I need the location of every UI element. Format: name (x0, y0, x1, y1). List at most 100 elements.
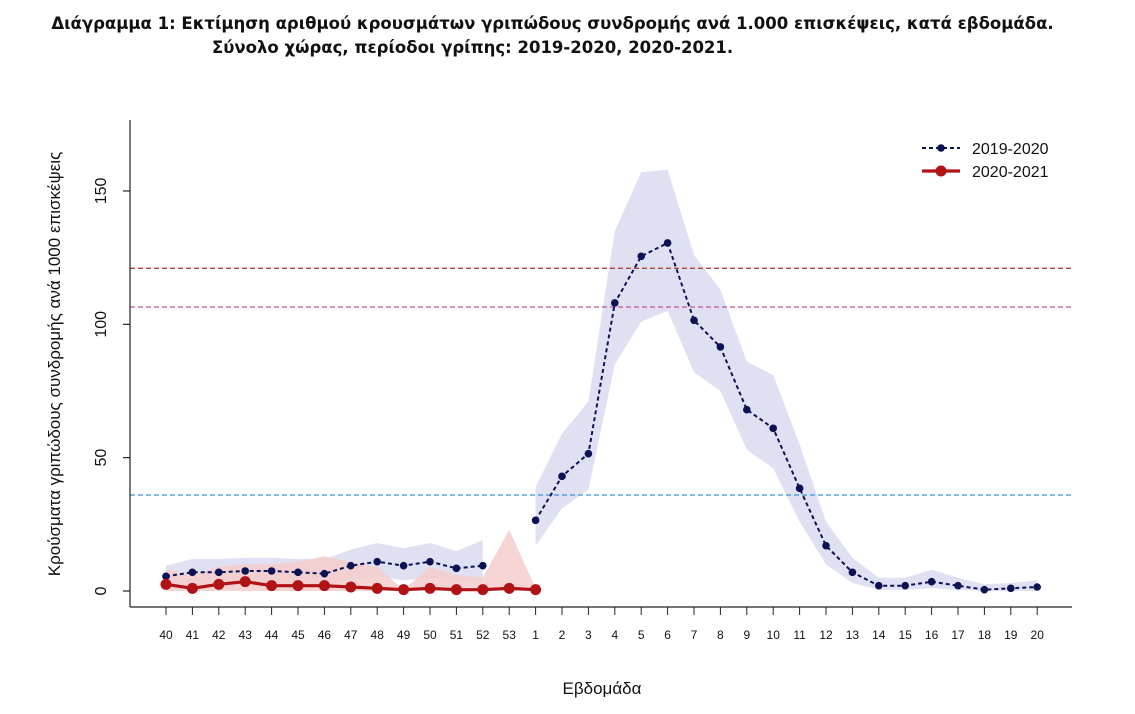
point-2019-2020-15 (901, 581, 909, 590)
point-2019-2020-48 (373, 557, 382, 566)
point-2020-2021-47 (345, 581, 357, 593)
legend: 2019-2020 2020-2021 (922, 141, 1049, 181)
point-2020-2021-42 (213, 578, 225, 590)
point-2019-2020-12 (822, 541, 830, 550)
x-tick-label-15: 15 (899, 628, 913, 642)
x-tick-label-19: 19 (1004, 628, 1018, 642)
x-tick-label-52: 52 (476, 628, 490, 642)
point-2019-2020-52 (479, 561, 487, 570)
point-2019-2020-11 (795, 484, 804, 493)
point-2019-2020-19 (1007, 584, 1015, 593)
x-tick-label-53: 53 (503, 628, 517, 642)
series-lines (160, 239, 1041, 596)
x-tick-label-17: 17 (951, 628, 965, 642)
x-tick-label-5: 5 (638, 628, 645, 642)
point-2019-2020-45 (294, 568, 302, 577)
point-2020-2021-48 (371, 582, 383, 594)
point-2019-2020-46 (320, 569, 329, 578)
x-axis-label: Εβδομάδα (563, 679, 642, 698)
x-tick-label-51: 51 (450, 628, 464, 642)
point-2019-2020-47 (347, 561, 355, 570)
point-2020-2021-53 (503, 582, 515, 594)
point-2019-2020-43 (241, 567, 249, 575)
x-tick-label-18: 18 (978, 628, 992, 642)
x-tick-label-3: 3 (585, 628, 592, 642)
x-tick-label-10: 10 (767, 628, 781, 642)
y-tick-label-50: 50 (93, 449, 110, 467)
x-tick-label-41: 41 (186, 628, 200, 642)
point-2019-2020-44 (267, 567, 276, 575)
x-tick-label-8: 8 (717, 628, 724, 642)
x-tick-label-49: 49 (397, 628, 411, 642)
point-2019-2020-41 (188, 568, 197, 577)
x-tick-label-42: 42 (212, 628, 226, 642)
x-tick-label-13: 13 (846, 628, 860, 642)
x-tick-label-7: 7 (691, 628, 698, 642)
point-2020-2021-43 (239, 576, 251, 588)
legend-marker-2020-2021 (935, 165, 947, 177)
point-2020-2021-51 (450, 584, 462, 596)
point-2019-2020-40 (162, 572, 170, 581)
x-tick-label-46: 46 (318, 628, 332, 642)
point-2019-2020-1 (531, 516, 540, 525)
point-2020-2021-44 (266, 580, 278, 592)
x-tick-label-6: 6 (664, 628, 671, 642)
point-2019-2020-14 (875, 581, 883, 590)
point-2019-2020-50 (426, 557, 434, 566)
point-2019-2020-2 (558, 472, 566, 481)
point-2020-2021-46 (318, 580, 330, 592)
x-tick-label-50: 50 (423, 628, 437, 642)
point-2020-2021-1 (530, 584, 542, 596)
x-tick-label-1: 1 (532, 628, 539, 642)
chart-title-line1: Διάγραμμα 1: Εκτίμηση αριθμού κρουσμάτων… (51, 14, 1054, 33)
legend-label-2020-2021: 2020-2021 (972, 164, 1049, 181)
point-2019-2020-9 (743, 405, 751, 414)
point-2019-2020-49 (399, 561, 408, 570)
x-tick-label-45: 45 (291, 628, 305, 642)
x-tick-label-11: 11 (793, 628, 806, 642)
x-tick-label-40: 40 (159, 628, 173, 642)
y-tick-label-100: 100 (93, 311, 110, 338)
confidence-bands (166, 169, 1038, 591)
x-tick-label-47: 47 (344, 628, 358, 642)
x-tick-label-20: 20 (1031, 628, 1045, 642)
x-tick-label-48: 48 (371, 628, 385, 642)
x-tick-label-2: 2 (559, 628, 566, 642)
point-2020-2021-52 (477, 584, 489, 596)
point-2020-2021-50 (424, 582, 436, 594)
threshold-lines (130, 267, 1072, 496)
x-tick-label-14: 14 (872, 628, 886, 642)
legend-marker-2019-2020 (937, 144, 945, 152)
legend-label-2019-2020: 2019-2020 (972, 141, 1049, 158)
y-tick-label-0: 0 (93, 586, 110, 595)
x-tick-label-12: 12 (819, 628, 833, 642)
point-2019-2020-13 (848, 568, 857, 577)
band-2020-2021 (166, 529, 536, 591)
point-2019-2020-6 (663, 239, 672, 247)
point-2019-2020-7 (690, 316, 698, 325)
x-tick-label-43: 43 (239, 628, 253, 642)
series-line-2019-2020 (534, 242, 1038, 591)
x-tick-label-9: 9 (743, 628, 750, 642)
point-2019-2020-5 (637, 252, 645, 261)
point-2019-2020-20 (1033, 583, 1041, 591)
point-2019-2020-16 (927, 577, 936, 586)
x-tick-label-16: 16 (925, 628, 939, 642)
point-2019-2020-51 (452, 564, 461, 573)
y-axis-label: Κρούσματα γριπώδους συνδρομής ανά 1000 ε… (45, 152, 64, 577)
point-2019-2020-8 (716, 343, 725, 351)
point-2019-2020-10 (769, 424, 777, 433)
point-2019-2020-17 (954, 581, 962, 590)
y-tick-label-150: 150 (93, 178, 110, 205)
point-2019-2020-42 (215, 568, 223, 577)
point-2019-2020-3 (584, 449, 593, 458)
band-2019-2020 (535, 169, 1038, 591)
point-2019-2020-4 (611, 299, 619, 307)
point-2020-2021-40 (160, 578, 172, 590)
chart-title-line2: Σύνολο χώρας, περίοδοι γρίπης: 2019-2020… (212, 38, 734, 57)
x-tick-label-4: 4 (611, 628, 618, 642)
point-2019-2020-18 (980, 585, 989, 594)
point-2020-2021-45 (292, 580, 304, 592)
